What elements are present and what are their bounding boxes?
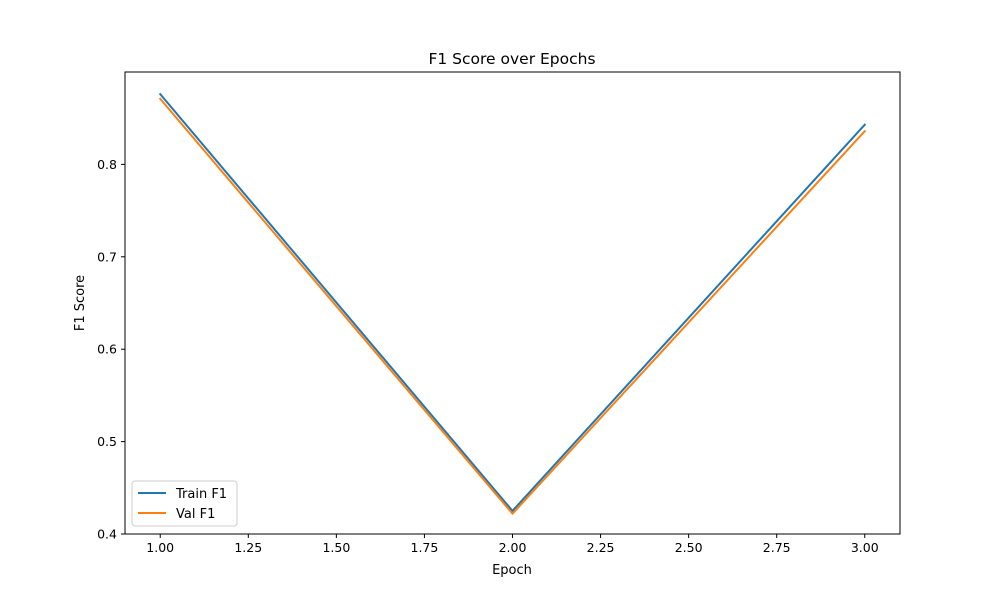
x-axis-ticks: 1.00 1.25 1.50 1.75 2.00 2.25 2.50 2.75 3.00	[146, 534, 879, 555]
x-tick-label: 3.00	[851, 540, 879, 555]
x-tick-label: 1.75	[411, 540, 439, 555]
x-tick-label: 1.25	[234, 540, 262, 555]
y-tick-label: 0.5	[97, 434, 117, 449]
series-layer	[158, 92, 867, 515]
x-tick-label: 1.00	[146, 540, 174, 555]
y-tick-label: 0.4	[97, 527, 117, 542]
x-tick-label: 2.00	[499, 540, 527, 555]
legend-label-val-f1: Val F1	[176, 507, 215, 522]
y-tick-label: 0.8	[97, 157, 117, 172]
x-tick-label: 2.50	[675, 540, 703, 555]
x-axis-label: Epoch	[492, 563, 532, 578]
series-line-train-f1	[158, 92, 867, 512]
y-tick-label: 0.6	[97, 342, 117, 357]
legend-label-train-f1: Train F1	[175, 487, 227, 502]
x-tick-label: 1.50	[322, 540, 350, 555]
y-tick-label: 0.7	[97, 249, 117, 264]
y-axis-ticks: 0.4 0.5 0.6 0.7 0.8	[97, 157, 125, 542]
series-line-val-f1	[158, 97, 867, 515]
chart-title: F1 Score over Epochs	[428, 50, 595, 68]
legend: Train F1 Val F1	[131, 480, 238, 527]
y-axis-label: F1 Score	[73, 275, 88, 331]
x-tick-label: 2.25	[587, 540, 615, 555]
x-tick-label: 2.75	[763, 540, 791, 555]
